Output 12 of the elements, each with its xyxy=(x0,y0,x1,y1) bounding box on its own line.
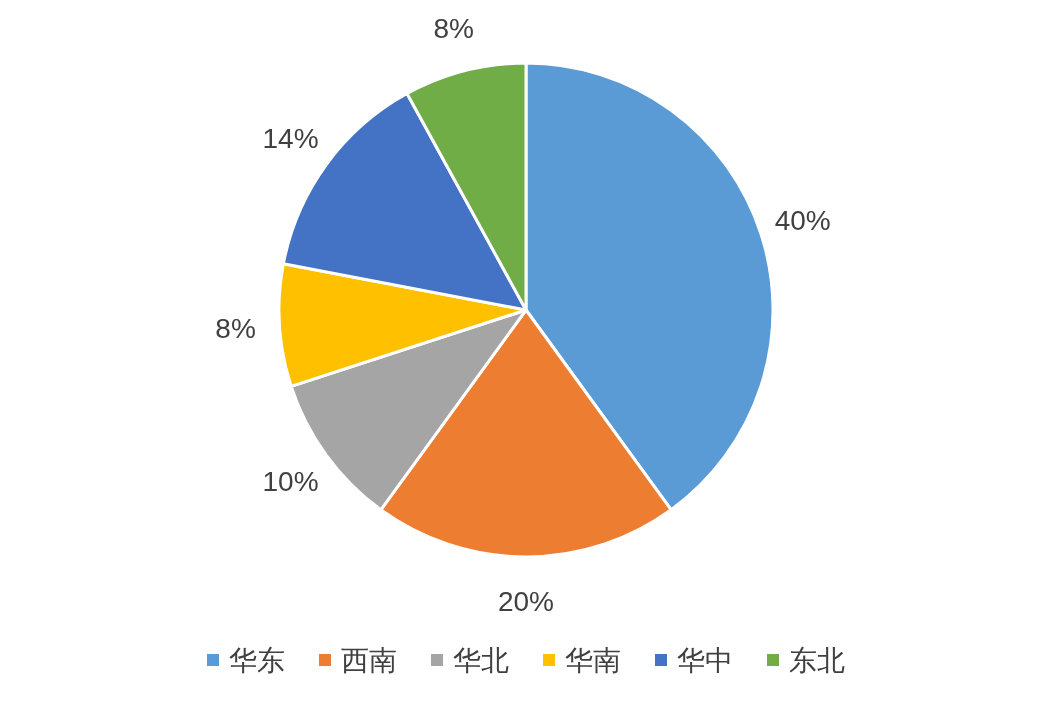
data-label: 10% xyxy=(262,465,319,497)
legend-label: 华南 xyxy=(565,644,621,676)
data-label: 14% xyxy=(262,123,319,155)
legend-label: 华中 xyxy=(677,644,733,676)
legend-label: 东北 xyxy=(789,644,845,676)
legend-label: 华北 xyxy=(453,644,509,676)
data-label: 40% xyxy=(774,204,831,236)
legend-label: 华东 xyxy=(229,644,285,676)
data-label: 8% xyxy=(215,312,256,344)
data-label: 20% xyxy=(497,585,555,617)
data-label: 8% xyxy=(433,12,474,44)
legend-label: 西南 xyxy=(341,644,397,676)
